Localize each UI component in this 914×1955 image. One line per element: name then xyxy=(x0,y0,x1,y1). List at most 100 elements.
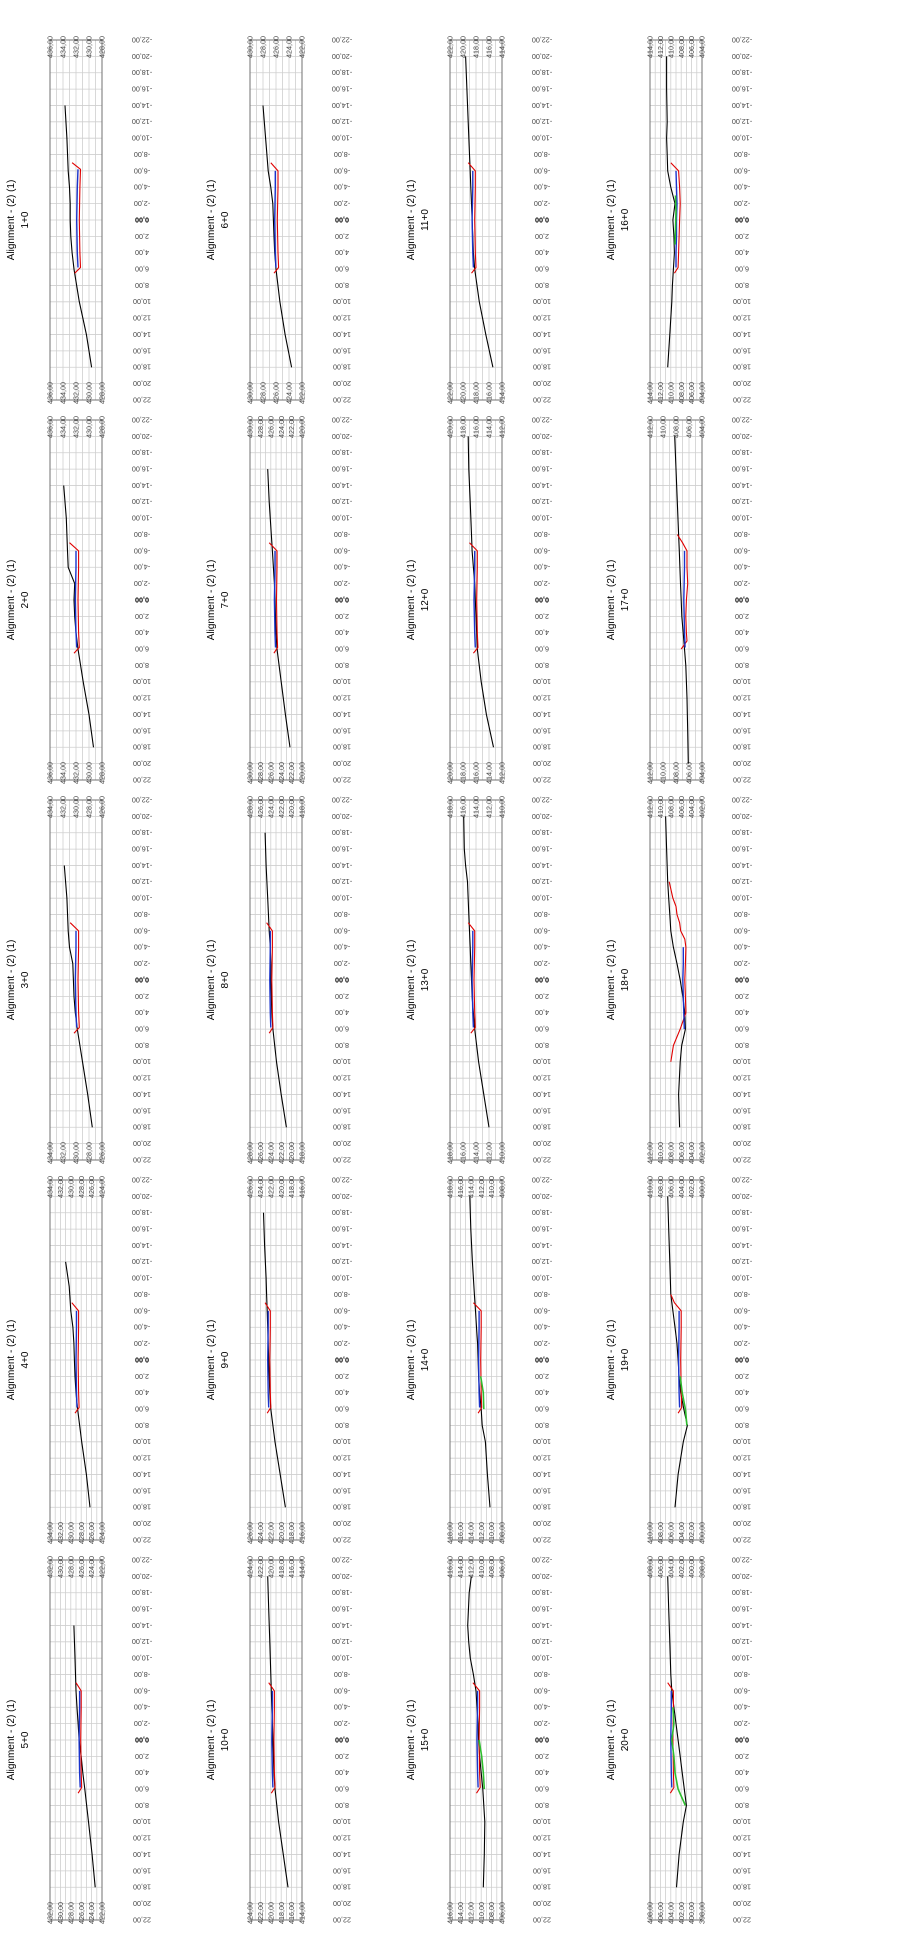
x-tick-label: -4,00 xyxy=(734,563,750,572)
y-tick-label: 416,00 xyxy=(287,1556,296,1578)
y-tick-label: 416,00 xyxy=(485,382,494,404)
x-tick-label: -8,00 xyxy=(734,910,750,919)
x-tick-label: 16,00 xyxy=(133,726,151,735)
station-label: 15+0 xyxy=(420,1728,431,1751)
x-tick-label: 6,00 xyxy=(735,264,749,273)
x-tick-label: -20,00 xyxy=(132,432,152,441)
chart-title: Alignment - (2) (1) xyxy=(6,1320,17,1401)
y-tick-label: 420,00 xyxy=(459,36,468,58)
x-tick-label: -14,00 xyxy=(332,481,352,490)
y-tick-label: 432,00 xyxy=(59,796,68,818)
y-tick-label: 414,00 xyxy=(472,796,481,818)
x-tick-label: 20,00 xyxy=(533,379,551,388)
x-tick-label: -2,00 xyxy=(134,1719,150,1728)
x-tick-label: 6,00 xyxy=(135,1404,149,1413)
station-label: 17+0 xyxy=(620,588,631,611)
series-subgrade xyxy=(668,881,687,1062)
y-tick-label: 414,00 xyxy=(456,1556,465,1578)
y-tick-label: 426,00 xyxy=(266,762,275,784)
x-tick-label: -22,00 xyxy=(532,1175,552,1184)
x-tick-label: -2,00 xyxy=(534,959,550,968)
chart-title: Alignment - (2) (1) xyxy=(606,560,617,641)
series-subgrade xyxy=(670,1294,683,1414)
series-subgrade xyxy=(670,162,681,274)
x-tick-label: 4,00 xyxy=(335,1008,349,1017)
y-tick-label: 428,00 xyxy=(85,1142,94,1164)
y-tick-label: 402,00 xyxy=(687,1176,696,1198)
x-tick-label: 2,00 xyxy=(335,1752,349,1761)
y-tick-label: 414,00 xyxy=(472,1142,481,1164)
y-tick-label: 416,00 xyxy=(472,762,481,784)
x-tick-label: 4,00 xyxy=(735,628,749,637)
x-tick-label: 10,00 xyxy=(333,677,351,686)
x-tick-label: -12,00 xyxy=(332,497,352,506)
x-tick-label: -12,00 xyxy=(732,1257,752,1266)
x-tick-label: -18,00 xyxy=(732,828,752,837)
x-tick-label: 6,00 xyxy=(135,1024,149,1033)
station-label: 13+0 xyxy=(420,968,431,991)
series-pavement xyxy=(682,947,685,1030)
x-tick-label: -10,00 xyxy=(132,894,152,903)
x-tick-label: 10,00 xyxy=(533,677,551,686)
x-tick-label: -22,00 xyxy=(732,795,752,804)
y-tick-label: 432,00 xyxy=(56,1176,65,1198)
y-tick-label: 430,00 xyxy=(85,416,94,438)
series-ground xyxy=(63,865,93,1128)
x-tick-label: -4,00 xyxy=(134,1323,150,1332)
x-tick-label: -4,00 xyxy=(734,1323,750,1332)
x-tick-label: -8,00 xyxy=(534,530,550,539)
x-tick-label: 8,00 xyxy=(735,1421,749,1430)
x-tick-label: 4,00 xyxy=(535,1388,549,1397)
x-tick-label: -10,00 xyxy=(732,134,752,143)
x-tick-label: 20,00 xyxy=(133,379,151,388)
x-tick-label: 12,00 xyxy=(133,1834,151,1843)
y-tick-label: 428,00 xyxy=(66,1902,75,1924)
chart-2-0: Alignment - (2) (1) 2+0 -22,00 -20,00 -18,00… xyxy=(6,415,152,784)
station-label: 4+0 xyxy=(20,1351,31,1368)
x-tick-label: 0,00 xyxy=(335,975,349,984)
x-tick-label: 8,00 xyxy=(535,1421,549,1430)
x-tick-label: 6,00 xyxy=(335,644,349,653)
y-tick-label: 406,00 xyxy=(677,796,686,818)
station-label: 16+0 xyxy=(620,208,631,231)
x-tick-label: 2,00 xyxy=(535,232,549,241)
x-tick-label: -14,00 xyxy=(732,1241,752,1250)
x-tick-label: -14,00 xyxy=(532,101,552,110)
x-tick-label: 0,00 xyxy=(335,1355,349,1364)
x-tick-label: 20,00 xyxy=(333,1899,351,1908)
y-tick-label: 422,00 xyxy=(256,1902,265,1924)
x-tick-label: -8,00 xyxy=(534,1290,550,1299)
x-tick-label: 0,00 xyxy=(535,595,549,604)
x-tick-label: -4,00 xyxy=(334,563,350,572)
x-tick-label: -14,00 xyxy=(532,861,552,870)
x-tick-label: -10,00 xyxy=(732,1274,752,1283)
x-tick-label: -2,00 xyxy=(134,1339,150,1348)
y-tick-label: 428,00 xyxy=(259,382,268,404)
x-tick-label: -20,00 xyxy=(332,1572,352,1581)
y-tick-label: 410,00 xyxy=(656,796,665,818)
x-tick-label: 6,00 xyxy=(735,644,749,653)
x-tick-label: 8,00 xyxy=(535,1041,549,1050)
x-tick-label: 18,00 xyxy=(133,1883,151,1892)
x-tick-label: 16,00 xyxy=(133,346,151,355)
y-tick-label: 434,00 xyxy=(59,762,68,784)
x-tick-label: 22,00 xyxy=(533,1915,551,1924)
x-tick-label: -14,00 xyxy=(532,1241,552,1250)
y-tick-label: 418,00 xyxy=(472,36,481,58)
y-tick-label: 428,00 xyxy=(259,36,268,58)
x-tick-label: -16,00 xyxy=(732,1224,752,1233)
x-tick-label: 14,00 xyxy=(533,1850,551,1859)
x-tick-label: 0,00 xyxy=(135,975,149,984)
chart-1-0: Alignment - (2) (1) 1+0 -22,00 -20,00 -18,00… xyxy=(6,35,152,404)
x-tick-label: -16,00 xyxy=(532,464,552,473)
chart-15-0: Alignment - (2) (1) 15+0 -22,00 -20,00 -18,0… xyxy=(406,1555,552,1924)
x-tick-label: 16,00 xyxy=(533,1106,551,1115)
x-tick-label: 22,00 xyxy=(733,1535,751,1544)
x-tick-label: -16,00 xyxy=(332,1224,352,1233)
x-tick-label: -14,00 xyxy=(732,861,752,870)
x-tick-label: 10,00 xyxy=(333,1437,351,1446)
x-tick-label: -8,00 xyxy=(134,150,150,159)
x-tick-label: -4,00 xyxy=(534,183,550,192)
x-tick-label: -6,00 xyxy=(534,166,550,175)
x-tick-label: -8,00 xyxy=(334,530,350,539)
